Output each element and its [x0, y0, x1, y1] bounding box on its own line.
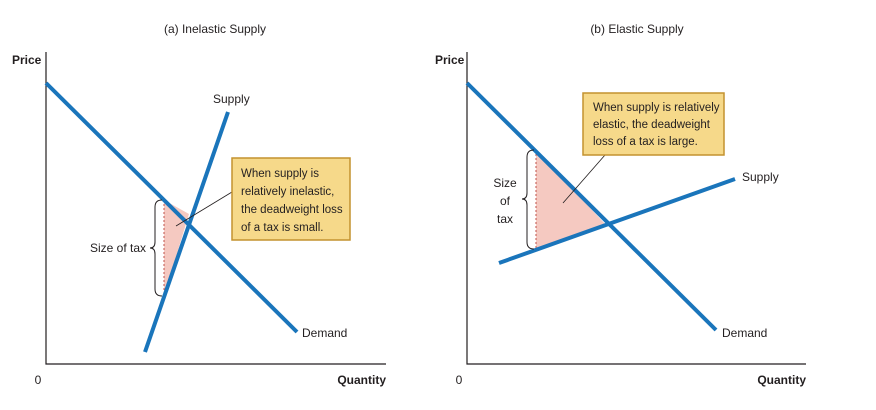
- panel-a: (a) Inelastic Supply Price Quantity 0 Su…: [12, 22, 386, 387]
- panel-b-supply-curve: [498, 177, 736, 265]
- panel-b-deadweight-loss: [536, 150, 606, 249]
- panel-a-callout-line-3: the deadweight loss: [241, 204, 343, 216]
- panel-a-callout-line-2: relatively inelastic,: [241, 186, 334, 198]
- panel-b-axes: [466, 52, 806, 365]
- panel-b-callout-line-3: loss of a tax is large.: [593, 136, 698, 148]
- panel-a-supply-label: Supply: [213, 92, 250, 106]
- panel-b-tax-label-line-2: of: [500, 194, 511, 208]
- panel-b-demand-curve: [465, 81, 718, 332]
- panel-a-demand-label: Demand: [302, 326, 347, 340]
- panel-b-tax-label-line-3: tax: [497, 212, 513, 226]
- panel-a-callout-line-1: When supply is: [241, 168, 319, 180]
- panel-a-demand-curve: [44, 81, 299, 334]
- panel-b-y-axis-label: Price: [435, 53, 465, 67]
- panel-b-title: (b) Elastic Supply: [590, 22, 683, 36]
- panel-a-supply-curve: [143, 111, 230, 353]
- panel-a-title: (a) Inelastic Supply: [164, 22, 266, 36]
- panel-a-tax-brace: [149, 199, 163, 297]
- panel-b-callout-box: [582, 92, 725, 156]
- panel-a-origin-label: 0: [35, 373, 42, 387]
- panel-a-deadweight-loss: [164, 200, 189, 296]
- panel-a-y-axis-label: Price: [12, 53, 42, 67]
- panel-b-origin-label: 0: [456, 373, 463, 387]
- panel-b: (b) Elastic Supply Price Quantity 0 Supp…: [435, 22, 806, 387]
- panel-b-tax-brace: [521, 149, 535, 250]
- panel-a-x-axis-label: Quantity: [337, 373, 386, 387]
- panel-a-callout-box: [231, 157, 351, 241]
- panel-b-callout-line-2: elastic, the deadweight: [593, 119, 711, 131]
- panel-a-tax-label: Size of tax: [90, 241, 146, 255]
- panel-b-callout-line-1: When supply is relatively: [593, 102, 720, 114]
- panel-b-demand-label: Demand: [722, 326, 767, 340]
- panel-a-axes: [45, 52, 386, 365]
- panel-a-callout-leader: [175, 191, 233, 227]
- panel-a-callout-line-4: of a tax is small.: [241, 222, 323, 234]
- panel-b-supply-label: Supply: [742, 170, 779, 184]
- panel-b-callout-leader: [562, 154, 606, 204]
- panel-b-x-axis-label: Quantity: [757, 373, 806, 387]
- panel-b-tax-label-line-1: Size: [493, 176, 517, 190]
